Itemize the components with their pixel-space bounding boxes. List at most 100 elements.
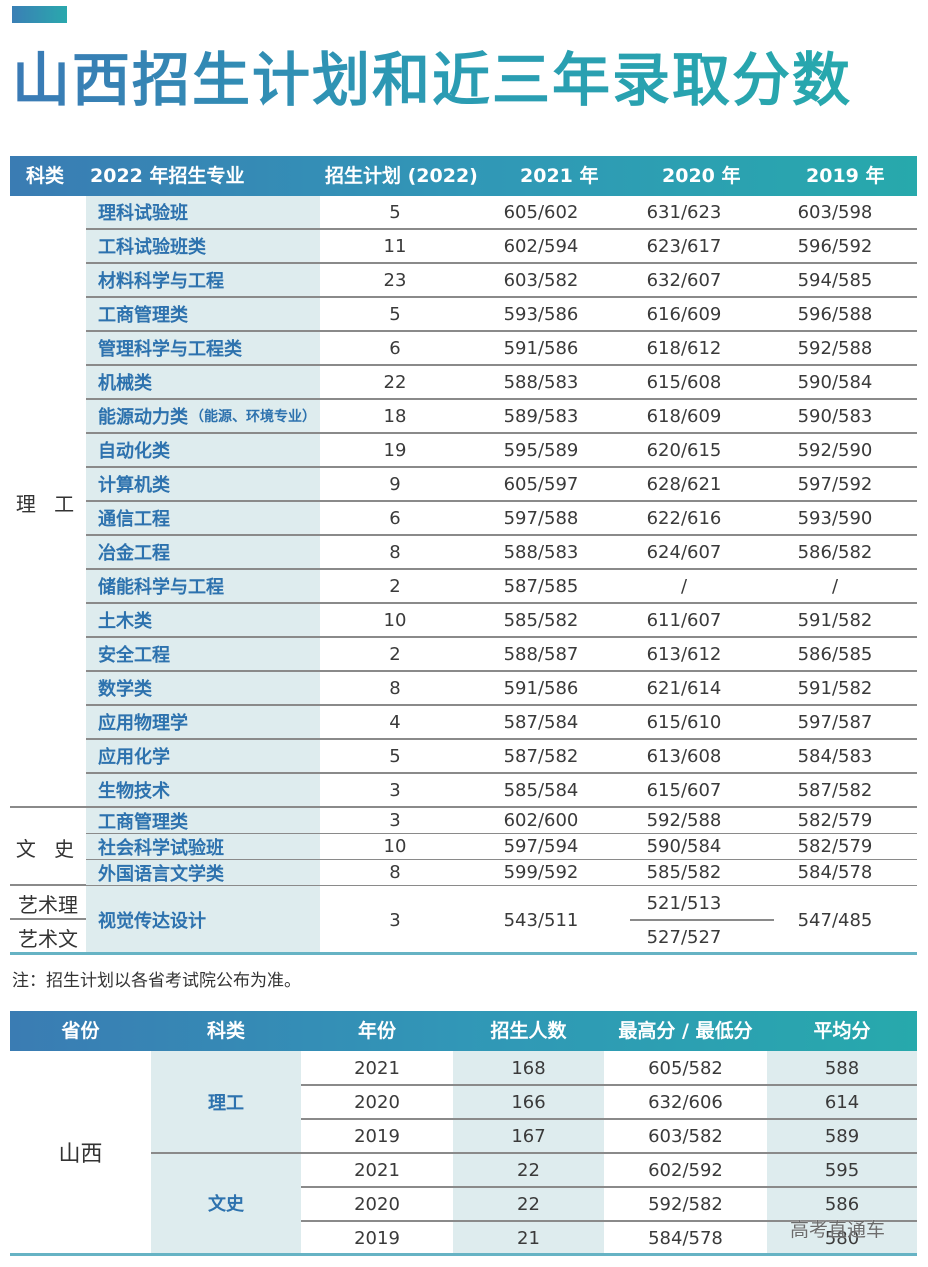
table-row: 冶金工程 8 588/583 624/607 586/582 [86,536,917,570]
header-province: 省份 [61,1020,100,1042]
header-average: 平均分 [813,1020,871,1042]
table-row: 材料科学与工程 23 603/582 632/607 594/585 [86,264,917,298]
header-2020: 2020 年 [662,165,741,187]
group-divider [151,1152,917,1154]
table-row: 生物技术 3 585/584 615/607 587/582 [86,774,917,808]
header-plan: 招生计划 (2022) [325,165,478,187]
row-divider [301,1220,917,1222]
score-2021: 602/600 [503,810,579,831]
score-2021: 588/583 [503,371,579,393]
major-name: 机械类 [98,373,152,394]
plan-count: 6 [389,507,401,529]
score-2019: 597/587 [797,711,873,733]
score-2019: 594/585 [797,269,873,291]
score-2019: 596/588 [797,303,873,325]
max-min-score: 584/578 [648,1227,723,1249]
major-name: 数学类 [98,679,152,700]
average-score: 588 [824,1057,860,1079]
major-name: 生物技术 [98,781,170,802]
score-2019: 592/590 [797,439,873,461]
score-2021: 585/582 [503,609,579,631]
max-min-score: 602/592 [648,1159,723,1181]
score-2020: 622/616 [646,507,722,529]
header-maxmin: 最高分 / 最低分 [618,1020,753,1042]
major-name: 工商管理类 [98,305,188,326]
score-2020-art-science: 521/513 [646,892,722,914]
year: 2021 [354,1159,400,1181]
plan-count: 8 [389,677,401,699]
header-2019: 2019 年 [806,165,885,187]
year: 2021 [354,1057,400,1079]
table-row: 2021 168 605/582 588 [301,1051,917,1085]
major-name: 冶金工程 [98,543,170,564]
category-art-liberal: 艺术文 [18,926,78,951]
summary-table: 省份 科类 年份 招生人数 最高分 / 最低分 平均分 山西 理工 文史 202… [10,1011,917,1256]
plan-count: 22 [383,371,407,393]
header-year: 年份 [357,1020,396,1042]
score-2019: / [831,575,839,597]
category-divider [10,884,86,886]
average-score: 589 [824,1125,860,1147]
plan-count: 18 [383,405,407,427]
table-body: 山西 理工 文史 2021 168 605/582 588 2020 166 6… [10,1051,917,1256]
row-divider [301,1084,917,1086]
page-title: 山西招生计划和近三年录取分数 [12,46,853,114]
table-row: 社会科学试验班 10 597/594 590/584 582/579 [86,834,917,860]
score-2019: 582/579 [797,836,873,857]
plan-count: 5 [389,201,401,223]
average-score: 595 [824,1159,860,1181]
score-2021: 591/586 [503,337,579,359]
score-2019: 590/583 [797,405,873,427]
plan-count: 11 [383,235,407,257]
plan-count: 3 [389,810,401,831]
score-2019: 586/585 [797,643,873,665]
score-2021: 588/583 [503,541,579,563]
year: 2020 [354,1193,400,1215]
score-2019: 596/592 [797,235,873,257]
plan-count: 5 [389,745,401,767]
category-science: 理 工 [15,491,81,516]
table-row: 工商管理类 5 593/586 616/609 596/588 [86,298,917,332]
table-row: 数学类 8 591/586 621/614 591/582 [86,672,917,706]
major-name: 计算机类 [98,475,170,496]
major-name: 材料科学与工程 [98,271,224,292]
score-2020: 624/607 [646,541,722,563]
score-2021: 585/584 [503,779,579,801]
score-2021: 591/586 [503,677,579,699]
score-2021: 593/586 [503,303,579,325]
table-row: 2020 166 632/606 614 [301,1085,917,1119]
table-row: 2019 21 584/578 580 [301,1221,917,1255]
plan-count: 8 [389,541,401,563]
max-min-score: 592/582 [648,1193,723,1215]
major-name: 视觉传达设计 [98,911,206,932]
score-2019: 590/584 [797,371,873,393]
score-2019: 591/582 [797,677,873,699]
max-min-score: 603/582 [648,1125,723,1147]
score-2021: 605/602 [503,201,579,223]
table-row: 安全工程 2 588/587 613/612 586/585 [86,638,917,672]
score-2021: 602/594 [503,235,579,257]
plan-count: 8 [389,862,401,883]
plan-count: 3 [389,779,401,801]
major-name: 外国语言文学类 [98,863,224,885]
category-science: 理工 [208,1092,244,1114]
major-name: 应用化学 [98,747,170,768]
table-row: 理科试验班 5 605/602 631/623 603/598 [86,196,917,230]
table-row: 应用化学 5 587/582 613/608 584/583 [86,740,917,774]
score-2019: 584/578 [797,862,873,883]
plan-count: 3 [389,909,401,931]
score-2021: 603/582 [503,269,579,291]
watermark: 高考直通车 [790,1219,886,1241]
score-2020: 616/609 [646,303,722,325]
score-2020: 618/612 [646,337,722,359]
category-art-science: 艺术理 [18,892,78,917]
table-header: 科类 2022 年招生专业 招生计划 (2022) 2021 年 2020 年 … [10,156,917,196]
header-major: 2022 年招生专业 [90,165,245,187]
table-row: 2019 167 603/582 589 [301,1119,917,1153]
score-2019: 603/598 [797,201,873,223]
average-score: 586 [824,1193,860,1215]
major-name: 社会科学试验班 [98,837,224,859]
score-2021: 587/584 [503,711,579,733]
score-2020: 590/584 [646,836,722,857]
major-name: 土木类 [98,611,152,632]
